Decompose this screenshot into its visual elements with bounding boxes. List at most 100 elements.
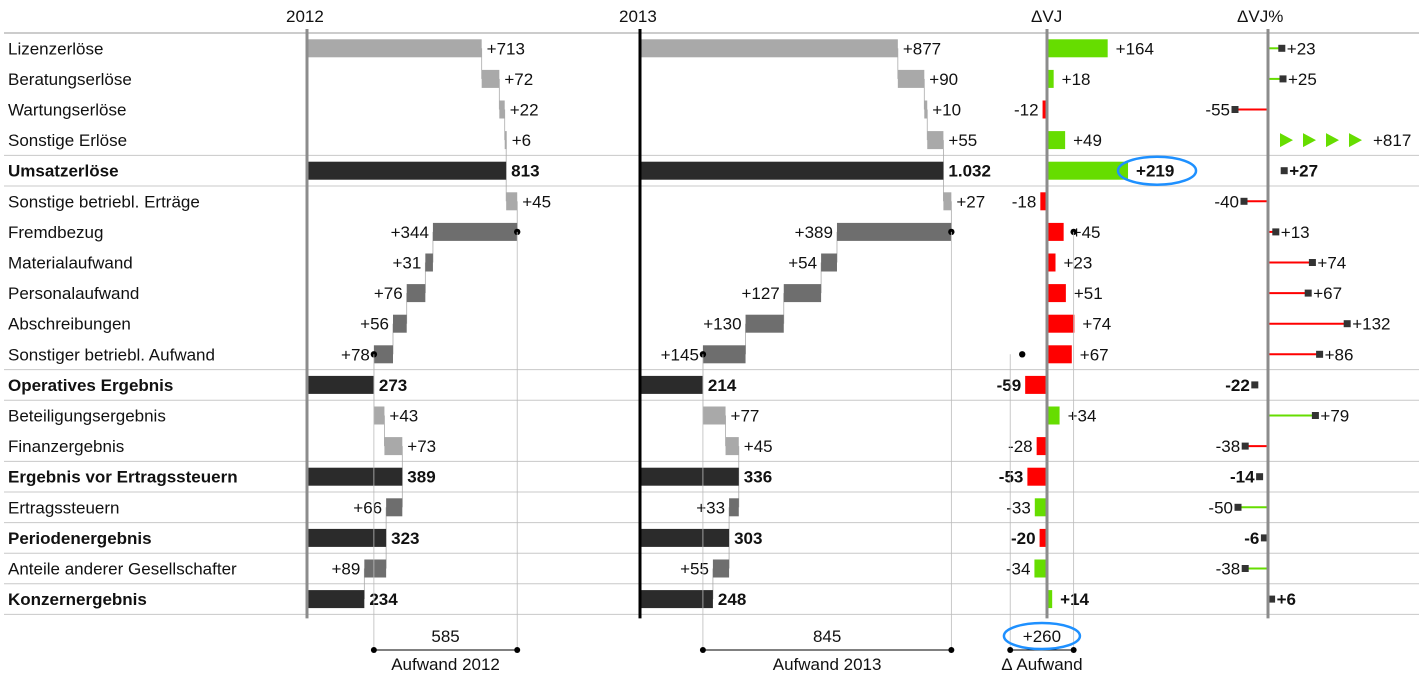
value-label-2013: +77 — [731, 407, 760, 426]
value-label-2013: +54 — [788, 254, 817, 273]
bar-2012 — [481, 69, 500, 88]
bar-2012 — [307, 590, 365, 609]
bracket-end-dot — [514, 647, 521, 653]
bar-2012 — [307, 375, 374, 394]
delta-pct-marker — [1304, 289, 1312, 297]
value-label-2013: +55 — [680, 560, 709, 579]
bar-2013 — [897, 69, 925, 88]
row-label: Materialaufwand — [8, 254, 133, 273]
delta-pct-label: -6 — [1244, 529, 1259, 548]
value-label-2012: +89 — [331, 560, 360, 579]
bar-2012 — [406, 284, 426, 303]
delta-pct-label: +67 — [1313, 284, 1342, 303]
delta-pct-label: +79 — [1320, 407, 1349, 426]
delta-label: +14 — [1060, 590, 1089, 609]
delta-label: -18 — [1012, 192, 1037, 211]
bar-2013 — [927, 131, 944, 150]
delta-pct-label: -55 — [1205, 101, 1230, 120]
delta-bar — [1047, 284, 1066, 303]
value-label-2012: +66 — [353, 498, 382, 517]
delta-label: -28 — [1008, 437, 1033, 456]
bracket-label: Δ Aufwand — [1001, 655, 1082, 674]
column-header-dvj: ΔVJ — [1031, 7, 1062, 26]
bar-2013 — [821, 253, 837, 272]
delta-pct-marker — [1316, 350, 1324, 358]
row-label: Beratungserlöse — [8, 70, 132, 89]
row-label: Konzernergebnis — [8, 590, 147, 609]
delta-pct-label: +25 — [1288, 70, 1317, 89]
overflow-arrow-icon — [1280, 133, 1293, 148]
delta-pct-label: +13 — [1281, 223, 1310, 242]
delta-bar — [1047, 590, 1053, 609]
delta-pct-label: -14 — [1230, 468, 1255, 487]
delta-label: +164 — [1116, 39, 1154, 58]
bar-2012 — [504, 131, 507, 150]
row-label: Abschreibungen — [8, 315, 131, 334]
overflow-arrow-icon — [1326, 133, 1339, 148]
value-label-2012: +6 — [512, 131, 531, 150]
value-label-2013: 248 — [718, 590, 746, 609]
expense-end-dot — [1019, 351, 1026, 358]
row-label: Wartungserlöse — [8, 101, 126, 120]
delta-bar — [1042, 100, 1047, 119]
row-label: Personalaufwand — [8, 284, 139, 303]
delta-bar — [1047, 222, 1064, 241]
value-label-2013: +389 — [795, 223, 833, 242]
value-label-2013: 303 — [734, 529, 762, 548]
delta-pct-marker — [1308, 259, 1316, 266]
delta-label: +34 — [1068, 407, 1097, 426]
bar-2013 — [729, 498, 739, 517]
bar-2013 — [725, 437, 739, 456]
value-label-2012: +72 — [504, 70, 533, 89]
bar-2012 — [373, 345, 393, 364]
delta-pct-marker — [1240, 197, 1248, 205]
bracket-label: Aufwand 2012 — [391, 655, 500, 674]
delta-bar — [1034, 559, 1047, 578]
bracket-label: Aufwand 2013 — [773, 655, 882, 674]
row-label: Fremdbezug — [8, 223, 103, 242]
delta-bar — [1047, 253, 1056, 272]
value-label-2012: 234 — [369, 590, 398, 609]
value-label-2012: +344 — [391, 223, 429, 242]
delta-label: +23 — [1064, 254, 1093, 273]
bracket-value: +260 — [1023, 627, 1061, 646]
delta-pct-label: -50 — [1208, 498, 1233, 517]
delta-bar — [1025, 375, 1047, 394]
delta-label: -33 — [1006, 498, 1031, 517]
delta-bar — [1047, 406, 1060, 425]
delta-label: +49 — [1073, 131, 1102, 150]
row-label: Finanzergebnis — [8, 437, 124, 456]
bracket-value: 845 — [813, 627, 841, 646]
delta-pct-marker — [1278, 44, 1286, 52]
bar-2012 — [384, 437, 403, 456]
value-label-2012: 389 — [407, 468, 435, 487]
delta-label: +45 — [1072, 223, 1101, 242]
delta-pct-label: -40 — [1214, 192, 1239, 211]
bar-2013 — [836, 222, 952, 241]
delta-bar — [1027, 467, 1047, 486]
delta-pct-marker — [1311, 412, 1319, 419]
delta-bar — [1047, 314, 1075, 333]
bar-2012 — [307, 467, 403, 486]
value-label-2012: +31 — [392, 254, 421, 273]
column-header-y2013: 2013 — [619, 7, 657, 26]
delta-label: +219 — [1136, 162, 1174, 181]
bar-2013 — [640, 375, 703, 394]
delta-bar — [1047, 39, 1108, 58]
delta-label: +67 — [1080, 345, 1109, 364]
bar-2012 — [392, 314, 407, 333]
value-label-2012: +43 — [389, 407, 418, 426]
bracket-end-dot — [370, 647, 377, 653]
bar-2013 — [943, 192, 952, 211]
row-label: Sonstige betriebl. Erträge — [8, 192, 200, 211]
value-label-2012: +73 — [407, 437, 436, 456]
bar-2012 — [373, 406, 385, 425]
row-label: Ertragssteuern — [8, 498, 120, 517]
bar-2012 — [364, 559, 387, 578]
bar-2012 — [386, 498, 403, 517]
bar-2013 — [783, 284, 822, 303]
delta-pct-label: -22 — [1225, 376, 1250, 395]
bar-2013 — [640, 528, 730, 547]
